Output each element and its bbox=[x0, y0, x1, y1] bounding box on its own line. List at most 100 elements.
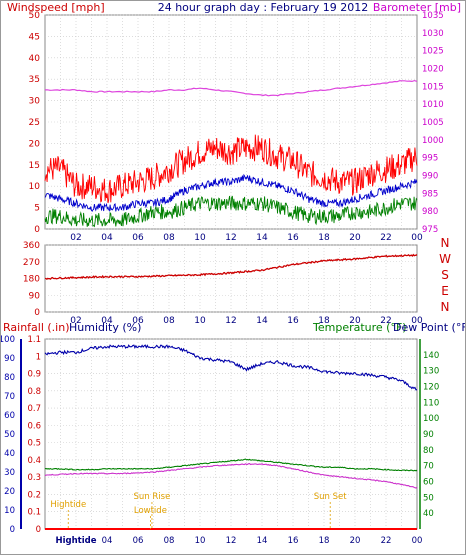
temperature-y-tick: 40 bbox=[423, 509, 434, 519]
direction-x-tick: 22 bbox=[380, 316, 391, 326]
wind-y-tick: 25 bbox=[29, 118, 40, 128]
wind-y-tick: 45 bbox=[29, 32, 40, 42]
humidity-y-tick: 80 bbox=[4, 373, 15, 383]
rain-y-tick: 0.5 bbox=[27, 439, 41, 449]
barometer-y-tick: 1015 bbox=[422, 82, 444, 92]
wind-x-tick: 04 bbox=[101, 233, 113, 243]
direction-series bbox=[45, 253, 418, 281]
direction-x-tick: 04 bbox=[101, 316, 113, 326]
direction-x-tick: 16 bbox=[287, 316, 299, 326]
wind-y-tick: 0 bbox=[34, 225, 40, 235]
climate-x-tick: 10 bbox=[195, 536, 206, 546]
climate-x-tick: 22 bbox=[381, 536, 392, 546]
gust-series bbox=[44, 134, 418, 204]
humidity-series bbox=[44, 344, 418, 391]
humidity-y-tick: 90 bbox=[4, 354, 15, 364]
humidity-y-tick: 20 bbox=[4, 487, 15, 497]
barometer-y-tick: 980 bbox=[422, 207, 438, 217]
rainfall-axis-label: Rainfall (.in) bbox=[3, 321, 70, 334]
direction-x-tick: 08 bbox=[163, 316, 175, 326]
compass-tick: E bbox=[441, 284, 449, 298]
temperature-y-tick: 90 bbox=[423, 430, 434, 440]
humidity-axis-label: Humidity (%) bbox=[69, 321, 141, 334]
wind-x-tick: 18 bbox=[318, 233, 330, 243]
humidity-y-tick: 50 bbox=[4, 430, 15, 440]
direction-x-tick: 12 bbox=[225, 316, 236, 326]
annotation-label: Lowtide bbox=[134, 506, 167, 516]
wind-y-tick: 15 bbox=[29, 161, 40, 171]
wind-x-tick: 06 bbox=[132, 233, 144, 243]
humidity-y-tick: 0 bbox=[10, 525, 15, 535]
minimum-series bbox=[44, 195, 418, 228]
temperature-y-tick: 60 bbox=[423, 478, 434, 488]
wind-x-tick: 08 bbox=[163, 233, 175, 243]
wind-x-tick: 12 bbox=[225, 233, 236, 243]
humidity-y-tick: 60 bbox=[4, 411, 15, 421]
direction-y-tick: 360 bbox=[23, 241, 40, 251]
rain-y-tick: 0 bbox=[36, 525, 41, 535]
wind-y-tick: 35 bbox=[29, 75, 40, 85]
annotation-label: Hightide bbox=[50, 500, 86, 510]
direction-x-tick: 14 bbox=[256, 316, 268, 326]
dewpoint-axis-label: Dew Point (°F) bbox=[393, 321, 465, 334]
wind-y-tick: 30 bbox=[29, 97, 41, 107]
barometer-y-tick: 1000 bbox=[422, 136, 444, 146]
windspeed-axis-label: Windspeed [mph] bbox=[7, 1, 105, 14]
barometer-series bbox=[44, 79, 418, 97]
direction-y-tick: 270 bbox=[23, 258, 40, 268]
climate-x-tick: 20 bbox=[350, 536, 361, 546]
climate-x-tick: 04 bbox=[102, 536, 113, 546]
rain-y-tick: 1.1 bbox=[27, 335, 41, 345]
barometer-y-tick: 1025 bbox=[422, 47, 444, 57]
wind-x-tick: 14 bbox=[256, 233, 268, 243]
rain-y-tick: 0.3 bbox=[27, 473, 41, 483]
barometer-y-tick: 985 bbox=[422, 189, 438, 199]
direction-x-tick: 20 bbox=[349, 316, 361, 326]
direction-x-tick: 18 bbox=[318, 316, 330, 326]
wind-y-tick: 50 bbox=[29, 11, 41, 21]
wind-x-tick: 10 bbox=[194, 233, 206, 243]
barometer-y-tick: 1020 bbox=[422, 65, 444, 75]
rain-y-tick: 0.4 bbox=[27, 456, 41, 466]
humidity-y-tick: 70 bbox=[4, 392, 15, 402]
humidity-y-tick: 30 bbox=[4, 468, 15, 478]
temperature-y-tick: 70 bbox=[423, 462, 434, 472]
climate-x-tick: 18 bbox=[319, 536, 330, 546]
compass-tick: W bbox=[439, 252, 451, 266]
annotation-label: Sun Set bbox=[314, 492, 347, 502]
humidity-y-tick: 100 bbox=[1, 335, 15, 345]
direction-y-tick: 180 bbox=[23, 275, 40, 285]
temperature-y-tick: 50 bbox=[423, 493, 434, 503]
climate-x-tick: 16 bbox=[288, 536, 299, 546]
direction-x-tick: 06 bbox=[132, 316, 144, 326]
direction-x-tick: 00 bbox=[411, 316, 423, 326]
direction-y-tick: 0 bbox=[34, 308, 40, 318]
compass-tick: N bbox=[441, 300, 450, 314]
direction-x-tick: 10 bbox=[194, 316, 206, 326]
wind-x-tick: 22 bbox=[380, 233, 391, 243]
wind-x-tick: 16 bbox=[287, 233, 299, 243]
temperature-y-tick: 110 bbox=[423, 398, 439, 408]
humidity-y-tick: 10 bbox=[4, 506, 15, 516]
rain-y-tick: 0.7 bbox=[27, 404, 41, 414]
climate-x-tick: 08 bbox=[164, 536, 175, 546]
climate-x-tick: 00 bbox=[412, 536, 423, 546]
barometer-y-tick: 995 bbox=[422, 154, 438, 164]
temperature-axis-label: Temperature (°F) bbox=[312, 321, 407, 334]
rain-y-tick: 0.2 bbox=[27, 490, 41, 500]
temperature-y-tick: 130 bbox=[423, 367, 439, 377]
barometer-y-tick: 1035 bbox=[422, 11, 444, 21]
barometer-y-tick: 1005 bbox=[422, 118, 444, 128]
barometer-y-tick: 975 bbox=[422, 225, 438, 235]
temperature-y-tick: 140 bbox=[423, 351, 439, 361]
humidity-y-tick: 40 bbox=[4, 449, 15, 459]
temperature-series bbox=[44, 458, 418, 472]
rain-y-tick: 0.6 bbox=[27, 421, 41, 431]
temperature-y-tick: 100 bbox=[423, 414, 439, 424]
wind-y-tick: 10 bbox=[29, 182, 41, 192]
barometer-y-tick: 990 bbox=[422, 172, 438, 182]
barometer-y-tick: 1010 bbox=[422, 100, 444, 110]
wind-y-tick: 40 bbox=[29, 54, 41, 64]
